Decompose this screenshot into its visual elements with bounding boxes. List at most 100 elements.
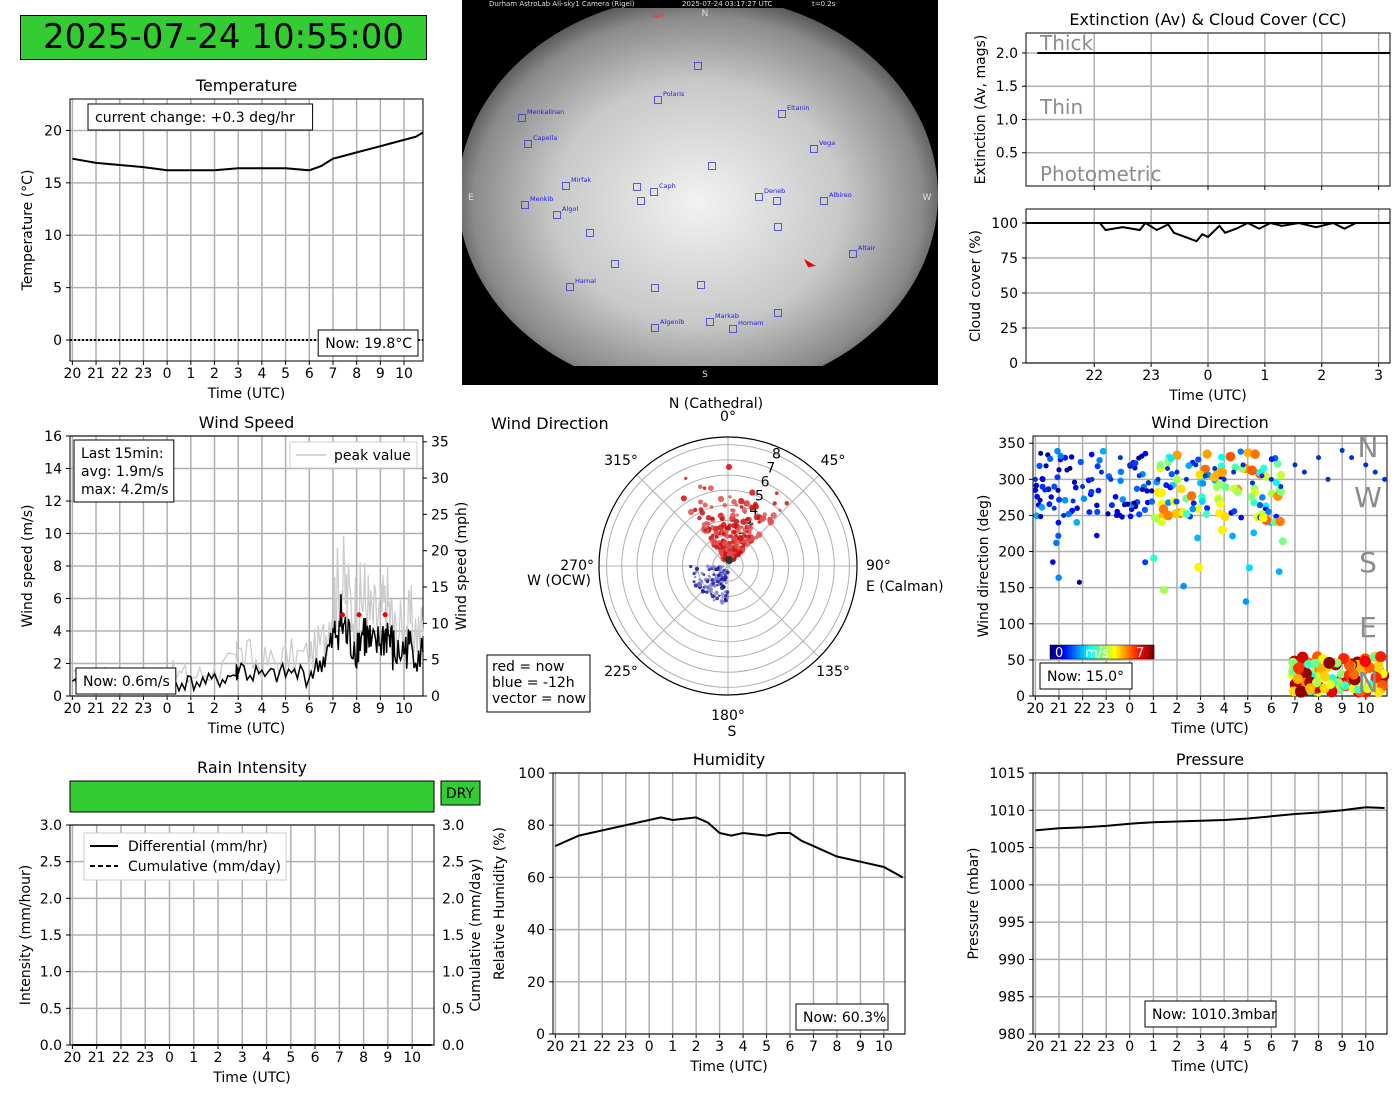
wind-direction-point — [1148, 498, 1156, 505]
wind-direction-point — [1193, 462, 1199, 468]
wind-direction-point — [1050, 559, 1056, 565]
wind-polar-point-recent — [731, 522, 738, 529]
wind-polar-point-older — [704, 584, 708, 588]
y-axis-label: Extinction (Av, mags) — [973, 35, 989, 185]
y-tick-label: 10 — [44, 527, 62, 543]
wind-direction-point — [1268, 456, 1275, 463]
x-tick-label: 3 — [715, 1039, 724, 1055]
wind-direction-point — [1160, 586, 1169, 595]
wind-direction-point — [1094, 508, 1101, 516]
wind-direction-point — [1183, 476, 1189, 482]
star-marker — [651, 324, 659, 332]
x-tick-label: 21 — [87, 366, 105, 382]
wind-direction-point — [1265, 508, 1272, 516]
colorbar-segment — [1092, 645, 1095, 659]
wind-direction-point — [1061, 496, 1069, 504]
angular-grid-line — [636, 474, 729, 567]
x-tick-label: 22 — [111, 701, 129, 717]
y-tick-label: 2.0 — [40, 891, 62, 907]
chart-title: Temperature — [195, 76, 297, 95]
wind-direction-point — [1080, 484, 1086, 490]
x-tick-label: 4 — [739, 1039, 748, 1055]
humidity-now-box — [795, 1003, 889, 1031]
y-tick-label: 12 — [44, 494, 62, 510]
wind-direction-point — [1173, 475, 1182, 485]
wind-direction-point — [1325, 679, 1336, 690]
y-tick-label: 16 — [44, 429, 62, 445]
x-axis-label: Time (UTC) — [207, 386, 285, 402]
colorbar-segment — [1062, 645, 1065, 659]
wind-direction-point — [1056, 467, 1062, 473]
wind-direction-point — [1242, 598, 1250, 605]
wind-direction-point — [1055, 487, 1061, 493]
wind-direction-point — [1131, 500, 1137, 506]
wind-direction-point — [1127, 462, 1133, 468]
x-axis-label: Time (UTC) — [1170, 721, 1248, 737]
wind-polar-point-older — [709, 584, 713, 588]
wind-stats-text: max: 4.2m/s — [81, 482, 169, 498]
colorbar-segment — [1116, 645, 1119, 659]
x-tick-label: 8 — [352, 701, 361, 717]
x-tick-label: 5 — [1243, 1039, 1252, 1055]
wind-direction-point — [1272, 478, 1281, 487]
x-tick-label: 6 — [305, 366, 314, 382]
colorbar-segment — [1148, 645, 1151, 659]
wind-direction-point — [1273, 459, 1282, 468]
wind-polar-point-recent — [710, 538, 717, 546]
clock-display: 2025-07-24 10:55:00 — [20, 15, 427, 60]
wind-direction-point — [1038, 450, 1044, 456]
camera-timestamp: 2025-07-24 03:17:27 UTC — [682, 0, 773, 8]
y-tick-label: 300 — [998, 472, 1025, 488]
wind-direction-point — [1225, 451, 1236, 462]
x-tick-label: 21 — [1050, 1039, 1068, 1055]
x-tick-label: 3 — [234, 701, 243, 717]
wind-polar-point-recent — [759, 515, 766, 523]
reference-marker — [694, 62, 702, 70]
wind-polar-point-older — [710, 594, 716, 599]
colorbar-min-label: 0 — [1055, 646, 1063, 661]
wind-direction-point — [1132, 465, 1138, 471]
y-axis-label: Relative Humidity (%) — [492, 827, 508, 980]
wind-direction-point — [1231, 463, 1240, 472]
y-tick-label-right: 2.5 — [442, 855, 464, 871]
wind-direction-point — [1198, 497, 1206, 505]
wind-direction-point — [1148, 488, 1155, 494]
colorbar-segment — [1098, 645, 1101, 659]
star-marker — [729, 325, 737, 333]
wind-polar-point-older — [697, 582, 702, 588]
wind-direction-point — [1132, 460, 1139, 467]
y-tick-label: 2.0 — [996, 46, 1018, 62]
wind-polar-point-older — [721, 596, 725, 599]
star-marker — [518, 114, 526, 122]
plot-frame — [1032, 772, 1388, 1035]
y-tick-label: 350 — [998, 436, 1025, 452]
wind-direction-point — [1339, 447, 1345, 453]
x-tick-label: 3 — [238, 1050, 247, 1066]
star-marker — [553, 211, 561, 219]
x-tick-label: 22 — [1085, 368, 1103, 384]
y-tick-label: 5 — [53, 281, 62, 297]
radial-tick-label: 6 — [761, 475, 770, 491]
x-tick-label: 1 — [186, 366, 195, 382]
y-tick-label: 25 — [1000, 321, 1018, 337]
star-marker — [849, 250, 857, 258]
zone-label-thick: Thick — [1039, 31, 1093, 55]
wind-direction-point — [1033, 482, 1040, 489]
wind-direction-point — [1217, 467, 1228, 478]
wind-polar-point-older — [724, 581, 728, 585]
wind-direction-point — [1259, 473, 1265, 479]
colorbar-segment — [1122, 645, 1125, 659]
wind-polar-point-recent — [770, 512, 777, 519]
x-tick-label: 1 — [1149, 701, 1158, 717]
wind-polar-point-recent — [745, 516, 750, 522]
x-tick-label: 23 — [136, 1050, 154, 1066]
x-tick-label: 20 — [1026, 1039, 1044, 1055]
wind-polar-point-older — [716, 568, 720, 572]
reference-marker — [586, 229, 594, 237]
x-tick-label: 0 — [1125, 701, 1134, 717]
y-tick-label: 4 — [53, 624, 62, 640]
wind-direction-point — [1336, 669, 1346, 679]
x-axis-label: Time (UTC) — [1168, 388, 1246, 404]
